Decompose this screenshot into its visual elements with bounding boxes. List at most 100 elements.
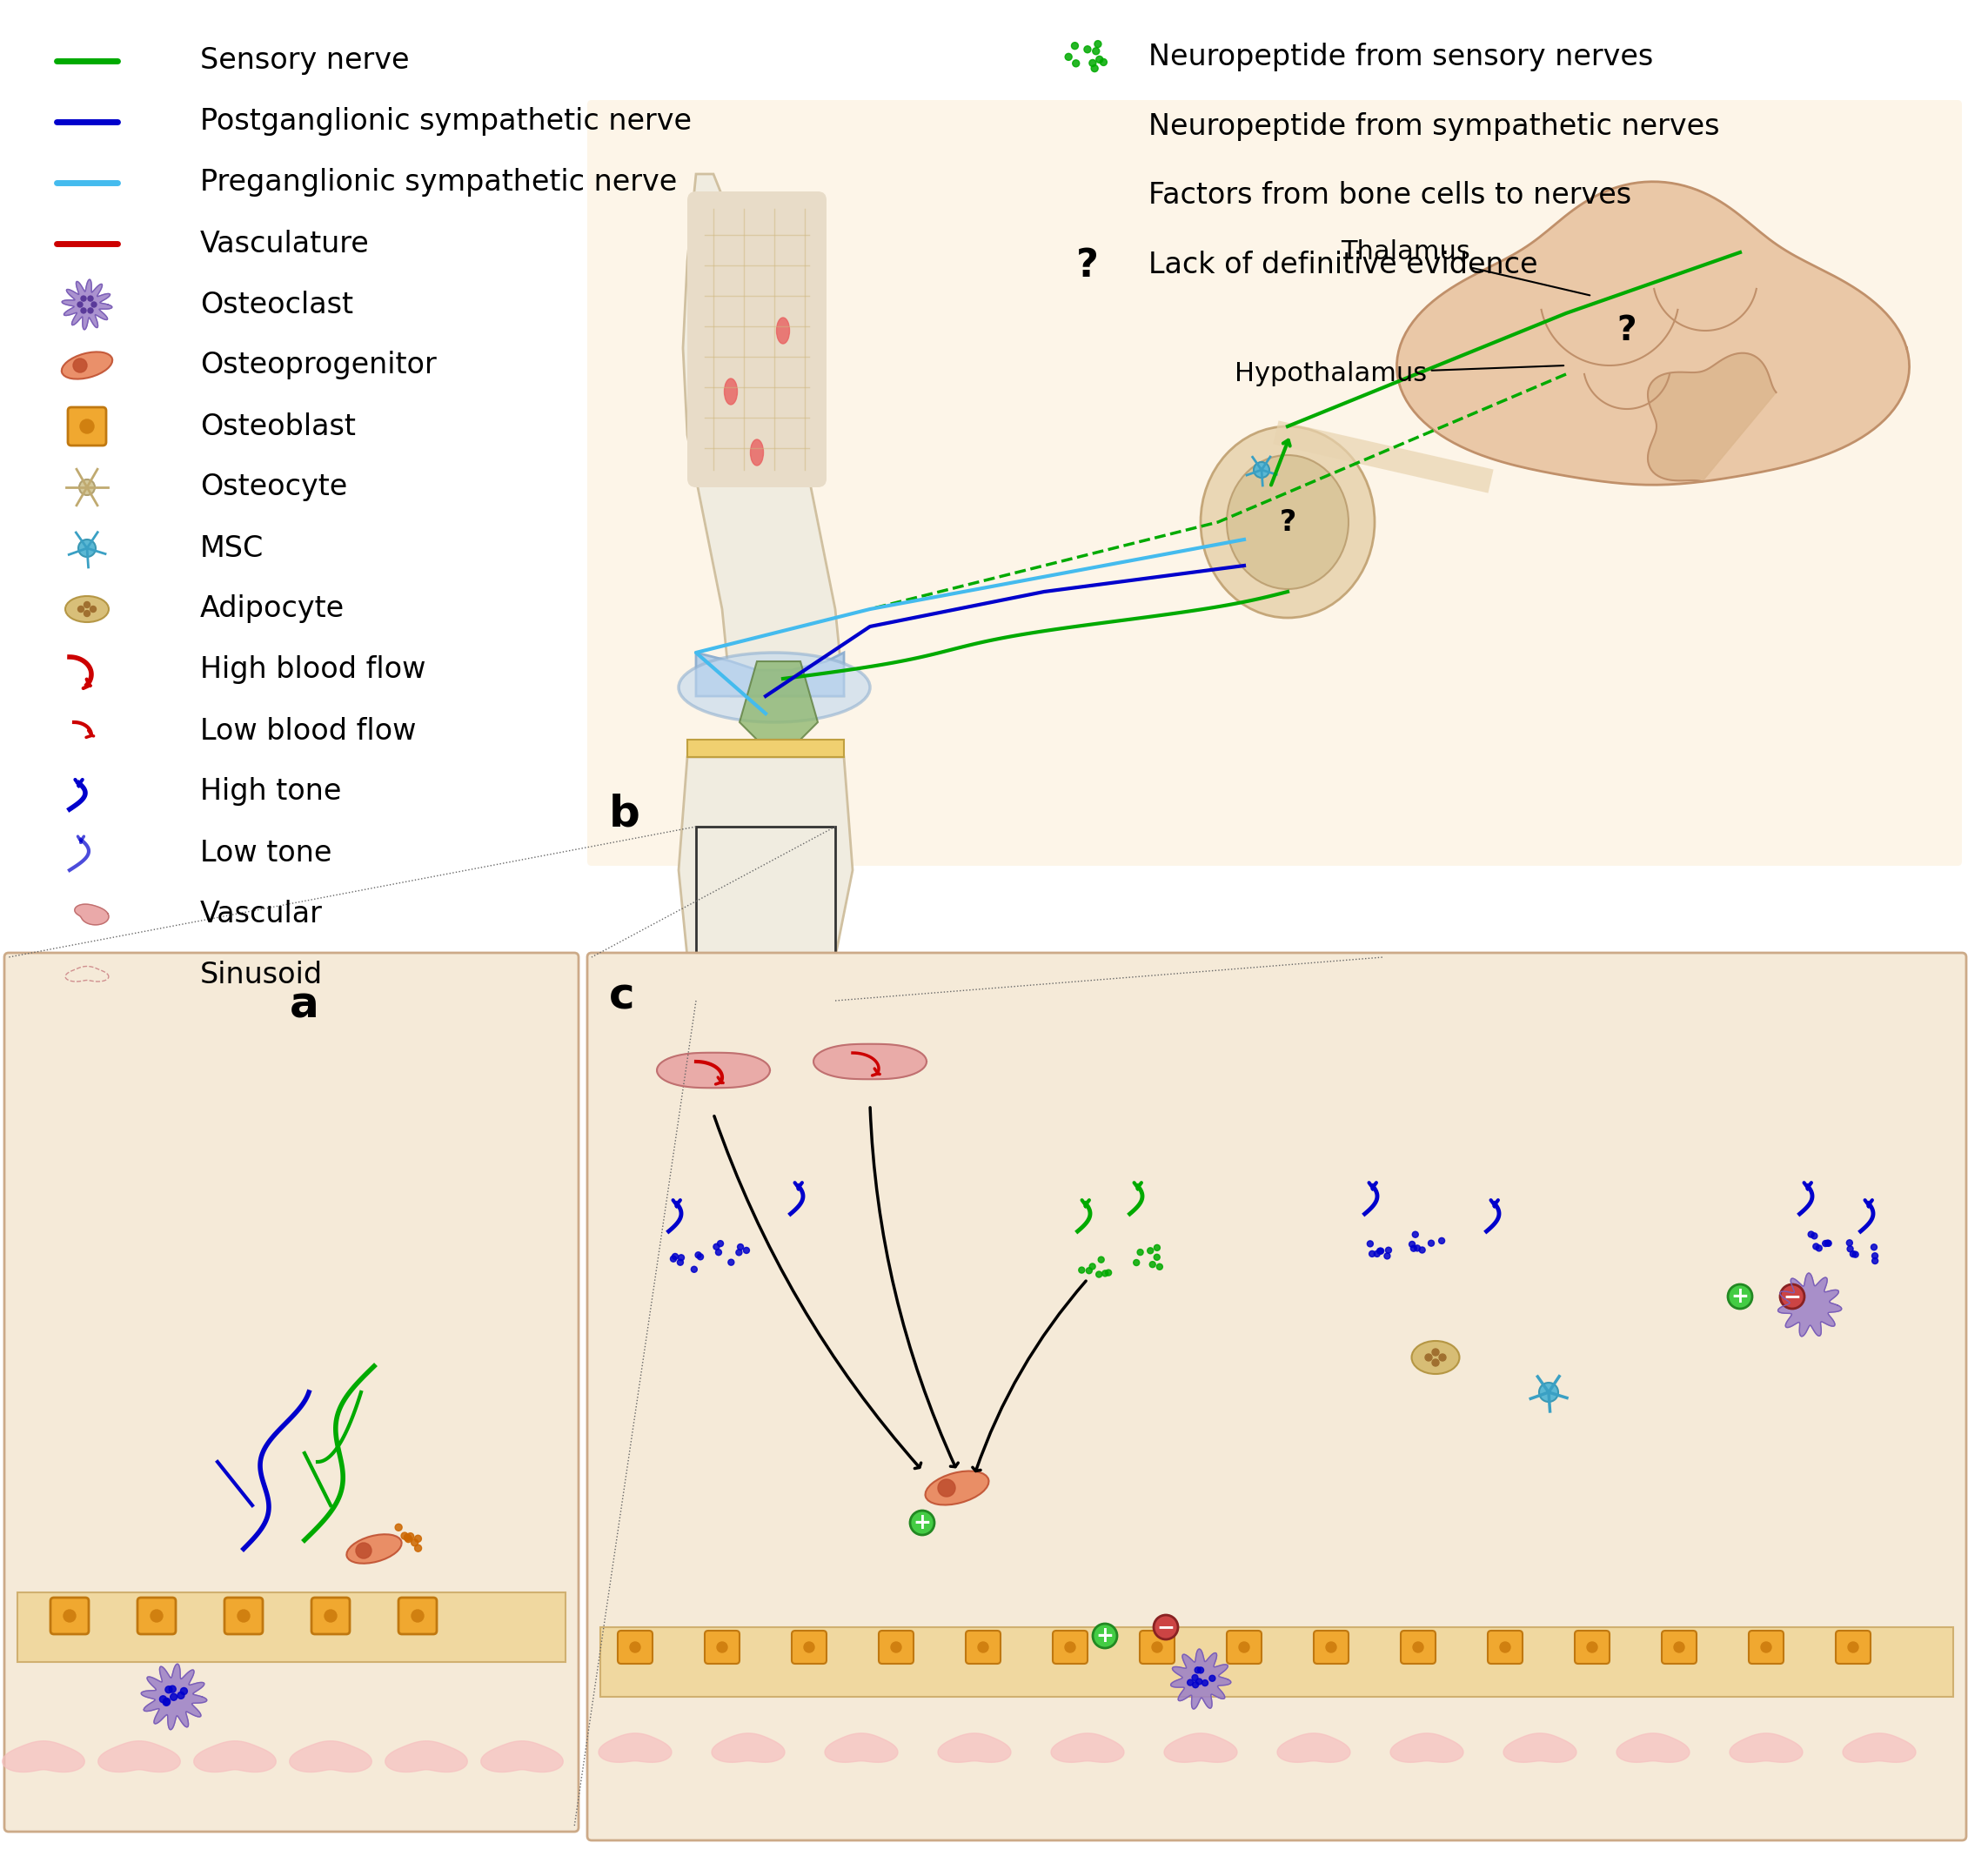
Circle shape xyxy=(78,302,83,307)
Circle shape xyxy=(1825,1241,1831,1246)
Circle shape xyxy=(1411,1244,1417,1252)
Circle shape xyxy=(412,1610,423,1623)
Circle shape xyxy=(169,1686,177,1693)
Text: ?: ? xyxy=(1076,246,1099,283)
Circle shape xyxy=(1079,127,1085,134)
Circle shape xyxy=(165,1686,173,1693)
Circle shape xyxy=(678,1259,684,1265)
Circle shape xyxy=(87,296,93,302)
Polygon shape xyxy=(688,740,845,756)
Circle shape xyxy=(1153,1254,1159,1259)
Circle shape xyxy=(1851,1250,1857,1258)
Circle shape xyxy=(1068,117,1076,125)
Circle shape xyxy=(356,1543,372,1559)
FancyBboxPatch shape xyxy=(1054,1630,1087,1664)
Polygon shape xyxy=(678,756,853,1131)
Circle shape xyxy=(1386,1246,1392,1254)
Circle shape xyxy=(1413,1244,1419,1252)
Circle shape xyxy=(1431,1349,1439,1356)
Text: b: b xyxy=(608,794,640,835)
Polygon shape xyxy=(684,173,845,697)
Circle shape xyxy=(1095,123,1103,130)
Circle shape xyxy=(1425,1354,1431,1360)
Circle shape xyxy=(1089,123,1095,130)
Circle shape xyxy=(1089,125,1097,132)
Circle shape xyxy=(978,1641,988,1652)
Circle shape xyxy=(1097,186,1103,192)
Circle shape xyxy=(714,1244,720,1250)
Circle shape xyxy=(678,1254,684,1261)
FancyBboxPatch shape xyxy=(1314,1630,1348,1664)
Circle shape xyxy=(938,1479,956,1496)
Circle shape xyxy=(177,1692,185,1699)
Circle shape xyxy=(1133,1259,1139,1265)
Circle shape xyxy=(1091,65,1097,73)
FancyBboxPatch shape xyxy=(137,1598,175,1634)
Circle shape xyxy=(1811,1233,1817,1239)
FancyBboxPatch shape xyxy=(225,1598,262,1634)
Circle shape xyxy=(1085,1267,1091,1274)
Polygon shape xyxy=(62,279,111,330)
Circle shape xyxy=(64,1610,76,1623)
Polygon shape xyxy=(598,1733,672,1762)
Text: High tone: High tone xyxy=(201,777,342,807)
Text: Sensory nerve: Sensory nerve xyxy=(201,47,410,75)
Circle shape xyxy=(1097,1258,1103,1263)
Circle shape xyxy=(1072,43,1077,48)
Text: Neuropeptide from sensory nerves: Neuropeptide from sensory nerves xyxy=(1149,43,1654,71)
FancyBboxPatch shape xyxy=(50,1598,89,1634)
Circle shape xyxy=(1072,201,1079,209)
Circle shape xyxy=(1411,1231,1417,1237)
Text: Vasculature: Vasculature xyxy=(201,229,370,257)
Circle shape xyxy=(1099,58,1107,65)
FancyBboxPatch shape xyxy=(1227,1630,1262,1664)
FancyBboxPatch shape xyxy=(791,1630,827,1664)
Circle shape xyxy=(1095,1271,1101,1278)
Circle shape xyxy=(1079,183,1087,188)
Polygon shape xyxy=(696,652,845,697)
Circle shape xyxy=(1873,1252,1879,1259)
Circle shape xyxy=(1728,1284,1751,1308)
Circle shape xyxy=(1081,121,1089,129)
FancyBboxPatch shape xyxy=(4,952,579,1831)
Circle shape xyxy=(1779,1284,1805,1308)
Circle shape xyxy=(1807,1231,1815,1237)
Circle shape xyxy=(78,605,83,613)
Text: Neuropeptide from sympathetic nerves: Neuropeptide from sympathetic nerves xyxy=(1149,112,1720,140)
Text: Vascular: Vascular xyxy=(201,900,322,928)
Circle shape xyxy=(1853,1252,1859,1258)
Polygon shape xyxy=(938,1733,1012,1762)
FancyBboxPatch shape xyxy=(618,1630,652,1664)
Circle shape xyxy=(1079,203,1087,211)
Circle shape xyxy=(1847,1246,1853,1252)
FancyBboxPatch shape xyxy=(1662,1630,1696,1664)
Circle shape xyxy=(716,1250,722,1256)
Text: Osteocyte: Osteocyte xyxy=(201,473,348,501)
Circle shape xyxy=(1137,1250,1143,1256)
FancyBboxPatch shape xyxy=(688,192,827,488)
Circle shape xyxy=(1254,462,1270,477)
Ellipse shape xyxy=(1227,455,1348,589)
Circle shape xyxy=(1066,54,1072,60)
Polygon shape xyxy=(1171,1649,1231,1708)
Circle shape xyxy=(1197,1667,1203,1673)
Circle shape xyxy=(91,302,97,307)
Circle shape xyxy=(1147,1248,1153,1254)
Circle shape xyxy=(80,479,95,496)
Text: Hypothalamus: Hypothalamus xyxy=(1235,361,1565,388)
Polygon shape xyxy=(1503,1733,1576,1762)
FancyBboxPatch shape xyxy=(1835,1630,1871,1664)
Circle shape xyxy=(83,602,89,607)
Circle shape xyxy=(718,1241,724,1246)
Polygon shape xyxy=(193,1740,276,1772)
Circle shape xyxy=(1072,60,1079,67)
Polygon shape xyxy=(1777,1272,1841,1336)
Circle shape xyxy=(1095,56,1103,63)
Circle shape xyxy=(1151,1641,1163,1652)
Circle shape xyxy=(1586,1641,1598,1652)
Circle shape xyxy=(1095,41,1101,48)
FancyBboxPatch shape xyxy=(586,101,1962,866)
Circle shape xyxy=(1815,1244,1823,1252)
Text: Low tone: Low tone xyxy=(201,838,332,866)
Circle shape xyxy=(396,1524,402,1531)
